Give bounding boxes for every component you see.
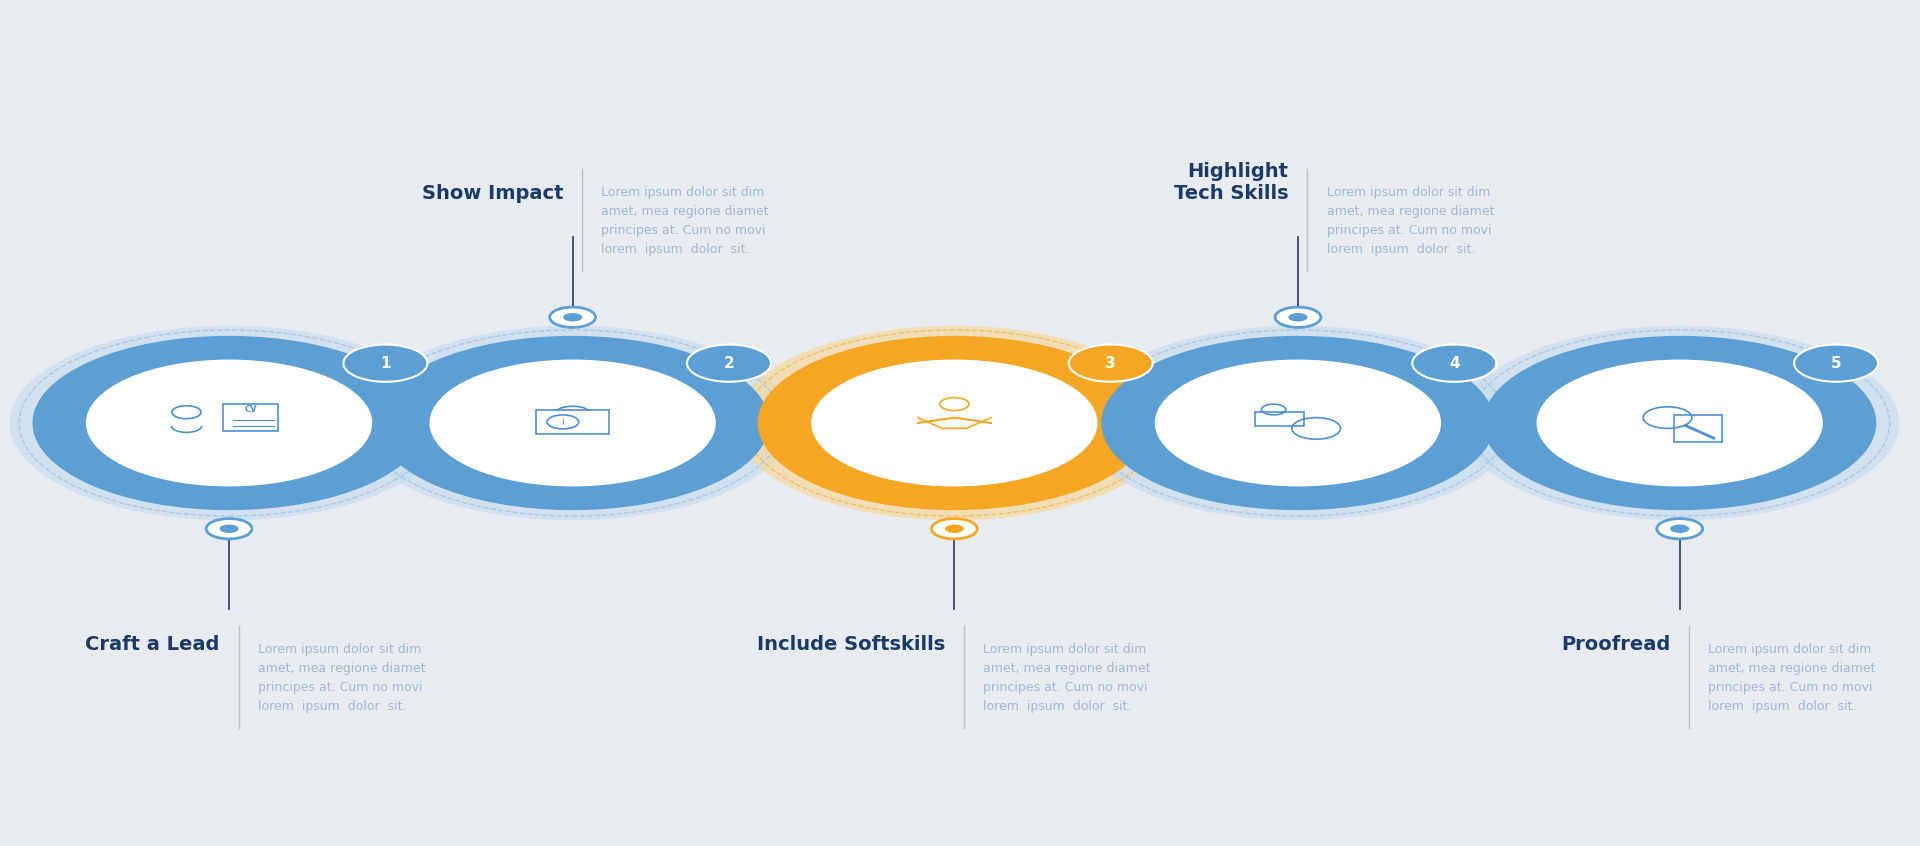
Text: Lorem ipsum dolor sit dim
amet, mea regione diamet
principes at. Cum no movi
lor: Lorem ipsum dolor sit dim amet, mea regi… [983, 643, 1150, 713]
Circle shape [86, 360, 372, 486]
Text: Lorem ipsum dolor sit dim
amet, mea regione diamet
principes at. Cum no movi
lor: Lorem ipsum dolor sit dim amet, mea regi… [1709, 643, 1876, 713]
Circle shape [33, 336, 426, 510]
Circle shape [353, 326, 793, 520]
Circle shape [735, 326, 1173, 520]
Circle shape [1536, 360, 1822, 486]
Circle shape [1461, 326, 1899, 520]
Circle shape [1288, 313, 1308, 321]
Circle shape [1102, 336, 1494, 510]
Circle shape [812, 360, 1098, 486]
Circle shape [1275, 307, 1321, 327]
Circle shape [1413, 344, 1496, 382]
Circle shape [1154, 360, 1442, 486]
Text: Show Impact: Show Impact [422, 184, 563, 203]
Text: CV: CV [244, 405, 257, 414]
Circle shape [1482, 336, 1876, 510]
Text: i: i [561, 417, 564, 427]
Circle shape [1079, 326, 1517, 520]
Circle shape [563, 313, 582, 321]
Text: 4: 4 [1450, 355, 1459, 371]
Circle shape [1793, 344, 1878, 382]
Circle shape [1069, 344, 1152, 382]
Text: Proofread: Proofread [1561, 634, 1670, 653]
Circle shape [758, 336, 1150, 510]
Text: Lorem ipsum dolor sit dim
amet, mea regione diamet
principes at. Cum no movi
lor: Lorem ipsum dolor sit dim amet, mea regi… [601, 186, 768, 256]
Circle shape [344, 344, 428, 382]
Text: Include Softskills: Include Softskills [756, 634, 945, 653]
Text: Craft a Lead: Craft a Lead [84, 634, 219, 653]
Circle shape [549, 307, 595, 327]
Text: 2: 2 [724, 355, 733, 371]
Circle shape [945, 525, 964, 533]
Text: Lorem ipsum dolor sit dim
amet, mea regione diamet
principes at. Cum no movi
lor: Lorem ipsum dolor sit dim amet, mea regi… [257, 643, 424, 713]
Circle shape [430, 360, 716, 486]
Circle shape [687, 344, 772, 382]
Circle shape [931, 519, 977, 539]
Circle shape [1657, 519, 1703, 539]
Circle shape [219, 525, 238, 533]
Text: Highlight
Tech Skills: Highlight Tech Skills [1173, 162, 1288, 203]
Text: 3: 3 [1106, 355, 1116, 371]
Circle shape [205, 519, 252, 539]
Circle shape [10, 326, 449, 520]
Text: 5: 5 [1832, 355, 1841, 371]
Circle shape [376, 336, 770, 510]
FancyBboxPatch shape [223, 404, 278, 431]
Circle shape [1670, 525, 1690, 533]
Text: Lorem ipsum dolor sit dim
amet, mea regione diamet
principes at. Cum no movi
lor: Lorem ipsum dolor sit dim amet, mea regi… [1327, 186, 1494, 256]
Text: 1: 1 [380, 355, 390, 371]
